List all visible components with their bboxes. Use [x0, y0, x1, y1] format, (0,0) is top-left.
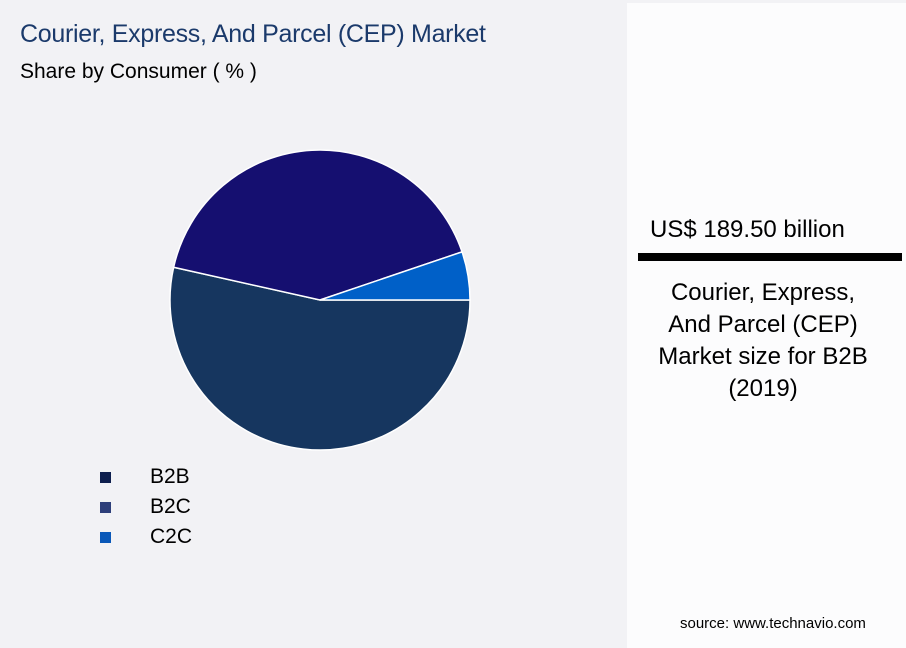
market-size-description: Courier, Express, And Parcel (CEP) Marke… — [627, 277, 899, 405]
legend-swatch-b2b — [100, 471, 111, 483]
legend: B2B B2C C2C — [100, 462, 192, 552]
chart-subtitle: Share by Consumer ( % ) — [20, 60, 257, 83]
description-line: Market size for B2B — [658, 343, 868, 370]
info-panel: US$ 189.50 billion Courier, Express, And… — [627, 3, 906, 648]
description-line: (2019) — [728, 375, 798, 402]
market-size-value: US$ 189.50 billion — [650, 216, 845, 243]
pie-slice-b2b — [169, 266, 471, 451]
legend-label: B2B — [150, 465, 190, 488]
description-line: And Parcel (CEP) — [668, 311, 858, 338]
pie-slice-c2c — [319, 250, 471, 301]
legend-swatch-c2c — [100, 531, 111, 543]
legend-item-c2c: C2C — [100, 522, 192, 552]
pie-chart — [169, 149, 471, 451]
chart-title: Courier, Express, And Parcel (CEP) Marke… — [20, 20, 486, 48]
legend-label: C2C — [150, 525, 193, 548]
divider — [638, 253, 902, 261]
legend-swatch-b2c — [100, 501, 111, 513]
description-line: Courier, Express, — [670, 279, 856, 306]
source-credit: source: www.technavio.com — [680, 615, 866, 632]
legend-label: B2C — [150, 495, 191, 518]
legend-item-b2c: B2C — [100, 492, 192, 522]
pie-slice-b2c — [172, 149, 464, 301]
legend-item-b2b: B2B — [100, 462, 192, 492]
